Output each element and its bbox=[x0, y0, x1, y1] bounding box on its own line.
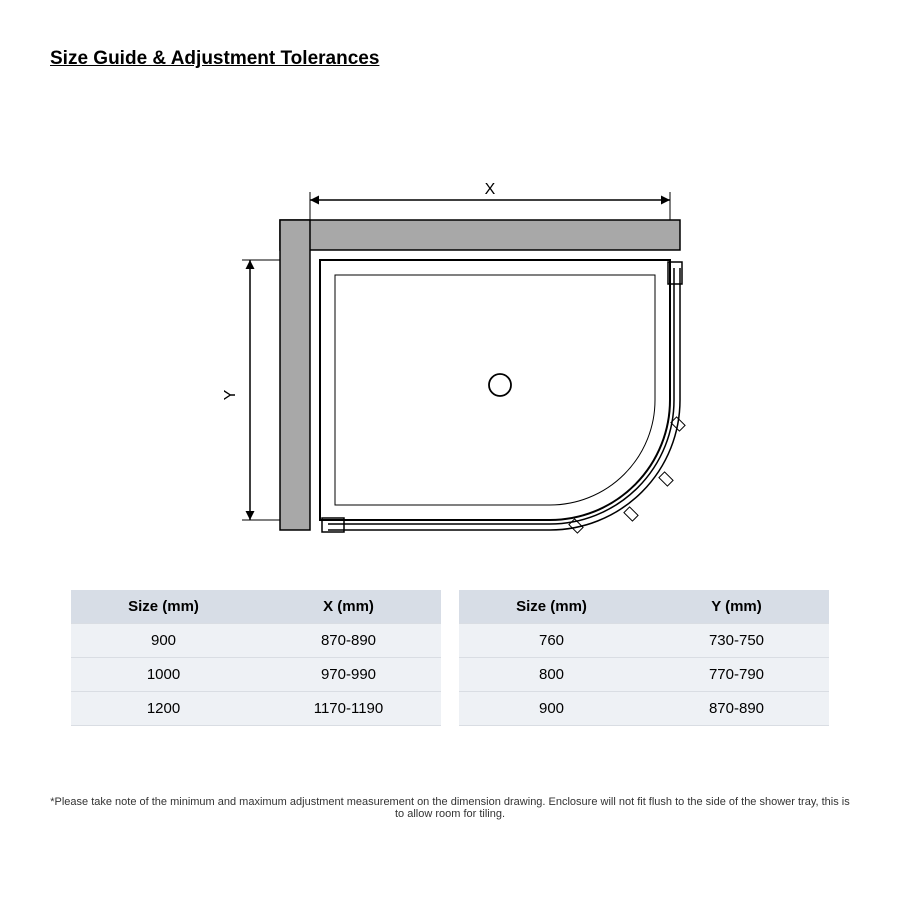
table-x-cell: 970-990 bbox=[256, 658, 441, 692]
table-y-cell: 800 bbox=[459, 658, 644, 692]
table-y-cell: 760 bbox=[459, 624, 644, 658]
table-row: 900870-890 bbox=[71, 624, 441, 658]
table-y-h1: Y (mm) bbox=[644, 590, 829, 624]
footnote: *Please take note of the minimum and max… bbox=[50, 796, 850, 820]
diagram-container: XY bbox=[50, 180, 850, 550]
table-row: 1000970-990 bbox=[71, 658, 441, 692]
table-x-cell: 1200 bbox=[71, 692, 256, 726]
table-x-cell: 1170-1190 bbox=[256, 692, 441, 726]
table-y-cell: 900 bbox=[459, 692, 644, 726]
table-y-cell: 870-890 bbox=[644, 692, 829, 726]
tables-container: Size (mm) X (mm) 900870-8901000970-99012… bbox=[50, 590, 850, 726]
table-row: 760730-750 bbox=[459, 624, 829, 658]
table-x-cell: 870-890 bbox=[256, 624, 441, 658]
table-x-h1: X (mm) bbox=[256, 590, 441, 624]
table-y-h0: Size (mm) bbox=[459, 590, 644, 624]
svg-text:Y: Y bbox=[222, 389, 239, 400]
table-y: Size (mm) Y (mm) 760730-750800770-790900… bbox=[459, 590, 829, 726]
page-title: Size Guide & Adjustment Tolerances bbox=[50, 48, 850, 70]
table-row: 12001170-1190 bbox=[71, 692, 441, 726]
table-y-cell: 730-750 bbox=[644, 624, 829, 658]
svg-text:X: X bbox=[485, 181, 496, 198]
table-x-cell: 1000 bbox=[71, 658, 256, 692]
table-row: 800770-790 bbox=[459, 658, 829, 692]
table-x: Size (mm) X (mm) 900870-8901000970-99012… bbox=[71, 590, 441, 726]
dimension-diagram: XY bbox=[210, 180, 690, 550]
table-x-cell: 900 bbox=[71, 624, 256, 658]
table-row: 900870-890 bbox=[459, 692, 829, 726]
table-y-cell: 770-790 bbox=[644, 658, 829, 692]
table-x-h0: Size (mm) bbox=[71, 590, 256, 624]
